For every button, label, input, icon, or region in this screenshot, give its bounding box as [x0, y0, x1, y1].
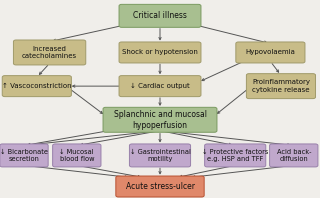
Text: ↓ Gastrointestinal
motility: ↓ Gastrointestinal motility: [130, 149, 190, 162]
FancyBboxPatch shape: [103, 107, 217, 132]
Text: Critical illness: Critical illness: [133, 11, 187, 20]
FancyBboxPatch shape: [119, 76, 201, 97]
FancyBboxPatch shape: [119, 4, 201, 27]
FancyBboxPatch shape: [205, 144, 266, 167]
Text: Acute stress-ulcer: Acute stress-ulcer: [125, 182, 195, 191]
Text: Shock or hypotension: Shock or hypotension: [122, 50, 198, 55]
FancyBboxPatch shape: [52, 144, 101, 167]
Text: Hypovolaemia: Hypovolaemia: [245, 50, 295, 55]
FancyBboxPatch shape: [0, 144, 48, 167]
Text: Proinflammatory
cytokine release: Proinflammatory cytokine release: [252, 79, 310, 93]
Text: Acid back-
diffusion: Acid back- diffusion: [276, 149, 311, 162]
FancyBboxPatch shape: [236, 42, 305, 63]
FancyBboxPatch shape: [116, 176, 204, 197]
FancyBboxPatch shape: [13, 40, 86, 65]
FancyBboxPatch shape: [2, 76, 71, 97]
Text: ↓ Protective factors
e.g. HSP and TFF: ↓ Protective factors e.g. HSP and TFF: [202, 149, 268, 162]
FancyBboxPatch shape: [246, 74, 316, 99]
Text: ↓ Mucosal
blood flow: ↓ Mucosal blood flow: [60, 149, 94, 162]
Text: ↑ Vascoconstriction: ↑ Vascoconstriction: [2, 83, 72, 89]
Text: ↓ Cardiac output: ↓ Cardiac output: [130, 83, 190, 89]
FancyBboxPatch shape: [119, 42, 201, 63]
Text: ↓ Bicarbonate
secretion: ↓ Bicarbonate secretion: [0, 149, 48, 162]
Text: Splanchnic and mucosal
hypoperfusion: Splanchnic and mucosal hypoperfusion: [114, 110, 206, 130]
FancyBboxPatch shape: [270, 144, 318, 167]
Text: Increased
catecholamines: Increased catecholamines: [22, 46, 77, 59]
FancyBboxPatch shape: [129, 144, 190, 167]
